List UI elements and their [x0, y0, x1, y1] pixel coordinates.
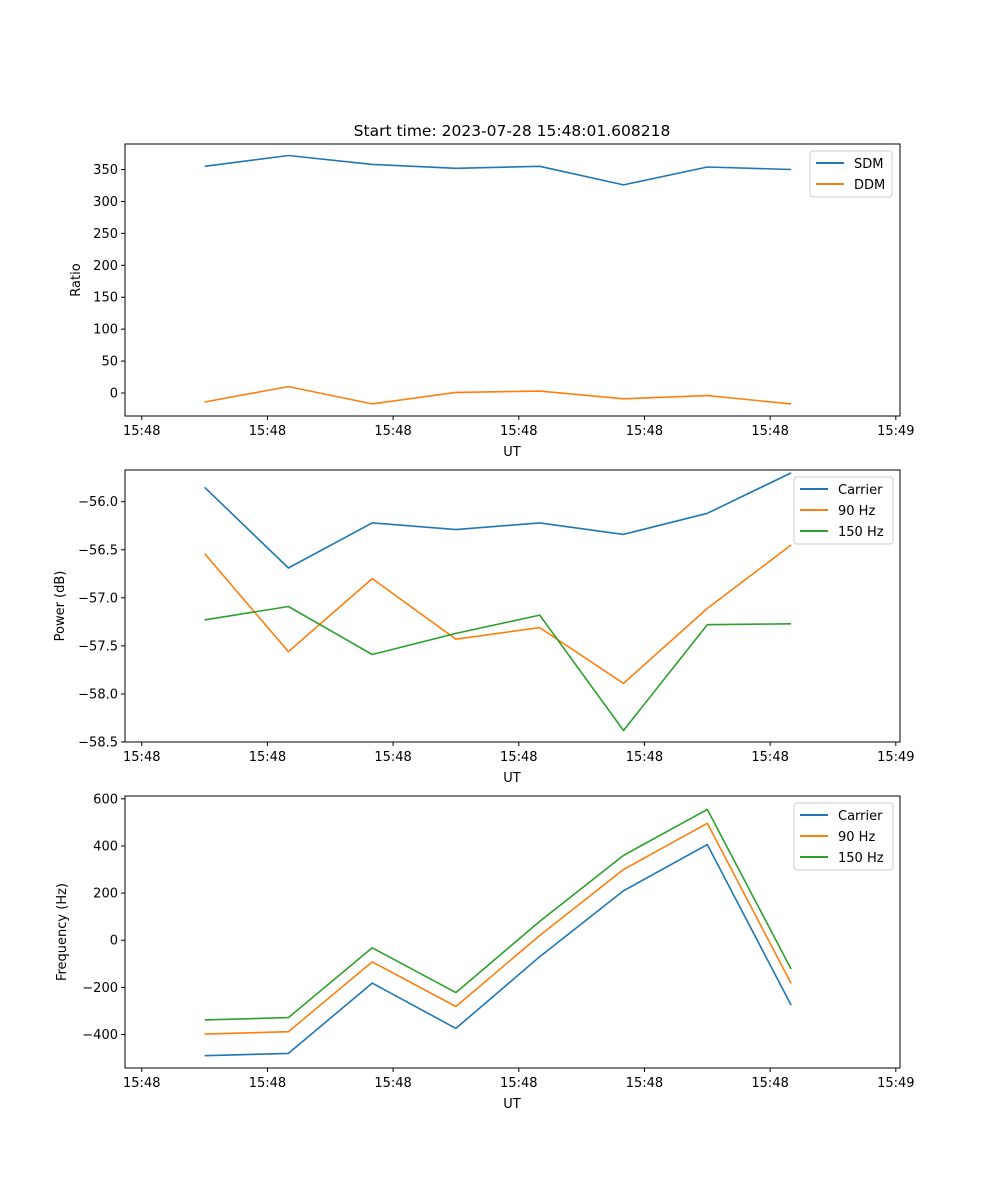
x-tick-label: 15:48	[374, 750, 411, 765]
x-tick-label: 15:49	[877, 1076, 914, 1091]
power-chart-panel: −58.5 −58.0 −57.5 −57.0 −56.5 −56.0 15:48 15:48…	[53, 469, 915, 786]
y-tick-label: 0	[110, 934, 118, 949]
y-tick-label: −57.5	[78, 639, 118, 654]
legend-label-ddm: DDM	[854, 178, 885, 193]
y-tick-label: −56.5	[78, 543, 118, 558]
y-tick-label: −56.0	[78, 495, 118, 510]
y-tick-label: −58.5	[78, 736, 118, 751]
y-tick-label: 200	[93, 887, 118, 902]
x-tick-label: 15:48	[500, 750, 537, 765]
y-tick-label: 400	[93, 839, 118, 854]
frequency-axes-frame	[124, 795, 901, 1069]
x-tick-label: 15:48	[626, 424, 663, 439]
power-series-lines	[203, 472, 792, 732]
x-tick-label: 15:48	[123, 750, 160, 765]
legend-label-90hz: 90 Hz	[838, 830, 875, 845]
y-tick-label: 150	[93, 291, 118, 306]
ratio-y-axis-label: Ratio	[69, 263, 84, 296]
y-tick-label: 350	[93, 163, 118, 178]
x-tick-label: 15:48	[500, 1076, 537, 1091]
ratio-axis-ticks: 0 50 100 150 200 250 300 350 15:48 15:48 15:48 15:4…	[93, 163, 914, 439]
y-tick-label: 100	[93, 323, 118, 338]
y-tick-label: 200	[93, 259, 118, 274]
frequency-axis-ticks: −400 −200 0 200 400 600 15:48 15:48 15:48 15:48 15…	[82, 792, 914, 1091]
y-tick-label: 300	[93, 195, 118, 210]
series-line-150hz	[204, 605, 792, 732]
x-tick-label: 15:49	[877, 424, 914, 439]
y-tick-label: 50	[101, 355, 118, 370]
frequency-series-lines	[204, 808, 792, 1057]
power-legend-frame	[793, 476, 894, 545]
series-line-carrier	[204, 472, 792, 569]
series-line-150hz	[204, 808, 792, 1021]
legend-label-90hz: 90 Hz	[838, 504, 875, 519]
x-tick-label: 15:48	[751, 424, 788, 439]
x-tick-label: 15:48	[249, 424, 286, 439]
legend-label-150hz: 150 Hz	[838, 525, 884, 540]
y-tick-label: 0	[110, 387, 118, 402]
x-tick-label: 15:48	[123, 424, 160, 439]
power-axis-ticks: −58.5 −58.0 −57.5 −57.0 −56.5 −56.0 15:48 15:48…	[78, 495, 914, 765]
x-tick-label: 15:48	[374, 424, 411, 439]
frequency-legend: Carrier 90 Hz 150 Hz	[793, 802, 894, 871]
x-tick-label: 15:48	[626, 1076, 663, 1091]
ratio-legend: SDM DDM	[809, 150, 893, 198]
x-tick-label: 15:48	[626, 750, 663, 765]
ratio-axes-frame	[124, 143, 901, 417]
x-tick-label: 15:48	[500, 424, 537, 439]
chart-title: Start time: 2023-07-28 15:48:01.608218	[354, 122, 671, 140]
ratio-x-axis-label: UT	[503, 445, 521, 460]
legend-label-carrier: Carrier	[838, 483, 883, 498]
x-tick-label: 15:49	[877, 750, 914, 765]
x-tick-label: 15:48	[123, 1076, 160, 1091]
series-line-sdm	[204, 154, 792, 186]
y-tick-label: −58.0	[78, 687, 118, 702]
x-tick-label: 15:48	[751, 1076, 788, 1091]
x-tick-label: 15:48	[751, 750, 788, 765]
series-line-90hz	[203, 544, 792, 685]
x-tick-label: 15:48	[374, 1076, 411, 1091]
frequency-chart-panel: −400 −200 0 200 400 600 15:48 15:48 15:48 15:48 15…	[55, 792, 915, 1112]
x-tick-label: 15:48	[249, 750, 286, 765]
power-x-axis-label: UT	[503, 771, 521, 786]
series-line-carrier	[204, 843, 792, 1057]
y-tick-label: 250	[93, 227, 118, 242]
y-tick-label: −200	[82, 981, 118, 996]
power-axes-frame	[124, 469, 901, 743]
frequency-y-axis-label: Frequency (Hz)	[55, 883, 70, 981]
power-y-axis-label: Power (dB)	[53, 571, 68, 642]
ratio-chart-panel: Start time: 2023-07-28 15:48:01.608218 0…	[69, 122, 915, 460]
x-tick-label: 15:48	[249, 1076, 286, 1091]
power-legend: Carrier 90 Hz 150 Hz	[793, 476, 894, 545]
frequency-x-axis-label: UT	[503, 1097, 521, 1112]
frequency-legend-frame	[793, 802, 894, 871]
y-tick-label: 600	[93, 792, 118, 807]
legend-label-150hz: 150 Hz	[838, 851, 884, 866]
series-line-90hz	[204, 822, 792, 1035]
ratio-series-lines	[204, 154, 792, 405]
y-tick-label: −57.0	[78, 591, 118, 606]
y-tick-label: −400	[82, 1028, 118, 1043]
legend-label-carrier: Carrier	[838, 809, 883, 824]
series-line-ddm	[204, 385, 792, 405]
legend-label-sdm: SDM	[854, 157, 883, 172]
